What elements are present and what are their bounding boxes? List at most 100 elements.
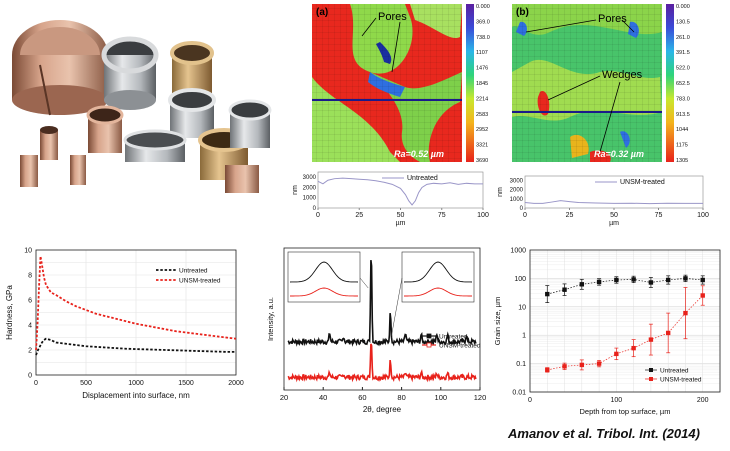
x-tick-label: 100 bbox=[611, 397, 623, 404]
y-tick-label: 3000 bbox=[303, 175, 317, 181]
x-tick-label: 100 bbox=[477, 212, 489, 219]
inset-pointer bbox=[359, 277, 369, 289]
colorbar-b bbox=[666, 4, 674, 162]
profile-line bbox=[524, 200, 703, 205]
xrd-chart: 20 40 60 80 100 120 Untreated UNSM-treated 2θ, d… bbox=[266, 247, 487, 414]
x-tick-label: 60 bbox=[358, 393, 366, 402]
colorbar-tick-label: 1175 bbox=[676, 143, 688, 149]
citation: Amanov et al. Tribol. Int. (2014) bbox=[508, 426, 700, 441]
x-axis-label: Displacement into surface, nm bbox=[82, 391, 190, 400]
y-tick-label: 4 bbox=[28, 323, 32, 330]
plot-frame bbox=[317, 171, 484, 209]
y-tick-label: 10 bbox=[24, 248, 32, 255]
data-point bbox=[683, 276, 688, 281]
legend-label: UNSM-treated bbox=[660, 377, 702, 384]
colorbar-tick-label: 1845 bbox=[476, 81, 488, 87]
x-tick-label: 100 bbox=[435, 393, 448, 402]
surface-map-untreated: (a) Pores Ra=0.52 µm 0.000 369.0 738.0 1107… bbox=[312, 4, 490, 164]
colorbar-tick-label: 738.0 bbox=[476, 35, 490, 41]
y-tick-label: 3000 bbox=[510, 179, 524, 185]
inset-line-unsm bbox=[289, 287, 359, 297]
bushings-photo bbox=[12, 20, 272, 193]
y-tick-label: 100 bbox=[514, 276, 526, 283]
y-tick-label: 2000 bbox=[510, 188, 524, 194]
x-tick-label: 100 bbox=[697, 212, 709, 219]
x-tick-label: 120 bbox=[474, 393, 487, 402]
pores-label-b: Pores bbox=[598, 13, 627, 25]
y-tick-label: 0 bbox=[520, 206, 524, 212]
legend-label: Untreated bbox=[439, 334, 468, 341]
data-point bbox=[596, 361, 602, 366]
colorbar-tick-label: 783.0 bbox=[676, 96, 690, 102]
data-point bbox=[700, 293, 705, 298]
x-tick-label: 0 bbox=[528, 397, 532, 404]
legend-marker bbox=[426, 333, 432, 339]
x-tick-label: 75 bbox=[438, 212, 446, 219]
colorbar-tick-label: 1476 bbox=[476, 66, 488, 72]
inset-frame bbox=[401, 251, 475, 303]
inset-line-untreated bbox=[403, 261, 473, 283]
ra-label-a: Ra=0.52 µm bbox=[394, 149, 444, 159]
y-axis-label: Intensity, a.u. bbox=[266, 297, 275, 341]
y-axis-label: Grain size, µm bbox=[493, 297, 502, 346]
bushing-small-4 bbox=[20, 155, 38, 187]
y-tick-label: 2 bbox=[28, 348, 32, 355]
inset-line-untreated bbox=[289, 261, 359, 283]
legend-label: Untreated bbox=[407, 175, 438, 182]
x-tick-label: 1500 bbox=[178, 380, 194, 387]
series-line bbox=[547, 278, 703, 295]
legend-marker bbox=[649, 368, 653, 372]
legend-marker bbox=[649, 377, 653, 381]
x-tick-label: 2000 bbox=[228, 380, 244, 387]
panel-label-a: (a) bbox=[316, 7, 328, 18]
x-tick-label: 40 bbox=[319, 393, 327, 402]
colorbar-tick-label: 1305 bbox=[676, 158, 688, 164]
data-point bbox=[648, 337, 654, 342]
y-tick-label: 1000 bbox=[510, 248, 526, 255]
x-tick-label: 20 bbox=[280, 393, 288, 402]
y-tick-label: 6 bbox=[28, 298, 32, 305]
y-tick-label: 1000 bbox=[303, 196, 317, 202]
colorbar-tick-label: 652.5 bbox=[676, 81, 690, 87]
y-tick-label: 0.01 bbox=[512, 390, 526, 397]
series-line bbox=[35, 256, 237, 351]
colorbar-tick-label: 0.000 bbox=[476, 4, 490, 10]
data-point bbox=[596, 279, 602, 285]
x-tick-label: 0 bbox=[523, 212, 527, 219]
colorbar-tick-label: 2952 bbox=[476, 127, 488, 133]
data-point bbox=[631, 345, 636, 351]
data-point bbox=[665, 277, 671, 283]
bushing-small-5 bbox=[225, 165, 259, 193]
xrd-spectrum bbox=[287, 343, 477, 383]
ra-label-b: Ra=0.32 µm bbox=[594, 149, 644, 159]
colorbar-tick-label: 0.000 bbox=[676, 4, 690, 10]
data-point bbox=[579, 282, 585, 287]
x-axis-label: µm bbox=[396, 220, 406, 227]
y-tick-label: 2000 bbox=[303, 185, 317, 191]
y-tick-label: 8 bbox=[28, 273, 32, 280]
legend-label: Untreated bbox=[660, 368, 689, 375]
plot-frame bbox=[529, 249, 721, 393]
legend-label: Untreated bbox=[179, 268, 208, 275]
data-point bbox=[614, 351, 619, 357]
x-axis-label: 2θ, degree bbox=[363, 405, 402, 414]
y-axis-label: Hardness, GPa bbox=[5, 285, 14, 340]
colorbar-tick-label: 2583 bbox=[476, 112, 488, 118]
y-tick-label: 0 bbox=[28, 373, 32, 380]
x-tick-label: 25 bbox=[355, 212, 363, 219]
data-point bbox=[562, 287, 567, 292]
x-tick-label: 50 bbox=[397, 212, 405, 219]
inset-line-unsm bbox=[403, 287, 473, 297]
data-point bbox=[545, 367, 550, 373]
y-axis-label: nm bbox=[292, 185, 299, 195]
legend-label: UNSM-treated bbox=[439, 343, 481, 350]
data-point bbox=[545, 291, 550, 297]
panel-label-b: (b) bbox=[516, 7, 529, 18]
x-axis-label: µm bbox=[609, 220, 619, 227]
colorbar-tick-label: 913.5 bbox=[676, 112, 690, 118]
data-point bbox=[665, 330, 671, 336]
colorbar-tick-label: 130.5 bbox=[676, 19, 690, 25]
grain-size-chart: 0 100 200 0.01 0.1 1 10 100 1000 Untreated UNSM-tr… bbox=[493, 248, 721, 416]
data-point bbox=[700, 277, 705, 283]
